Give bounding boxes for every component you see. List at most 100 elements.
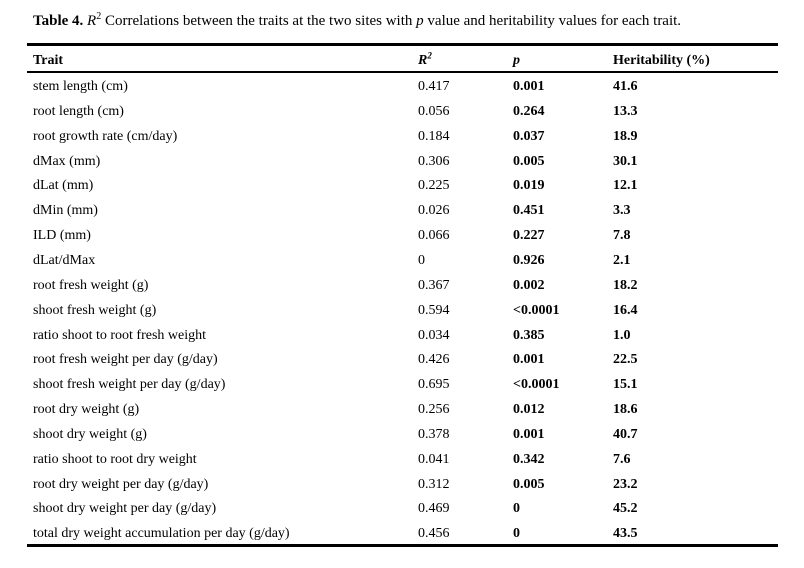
r-squared-cell: 0.367	[418, 277, 450, 293]
p-value-cell: 0.264	[513, 103, 545, 119]
trait-cell: root fresh weight per day (g/day)	[33, 352, 218, 368]
table-label: Table 4.	[33, 13, 84, 29]
heritability-cell: 45.2	[613, 501, 638, 517]
r-squared-cell: 0.469	[418, 501, 450, 517]
p-value-cell: 0.342	[513, 451, 545, 467]
trait-cell: root fresh weight (g)	[33, 277, 149, 293]
table-row: shoot fresh weight (g) 0.594 <0.0001 16.4	[27, 298, 778, 323]
caption-text-end: value and heritability values for each t…	[423, 13, 682, 29]
p-value-cell: 0.005	[513, 153, 545, 169]
trait-cell: shoot fresh weight per day (g/day)	[33, 377, 226, 393]
table-row: stem length (cm) 0.417 0.001 41.6	[27, 74, 778, 99]
p-value-cell: 0.012	[513, 402, 545, 418]
trait-cell: stem length (cm)	[33, 79, 128, 94]
heritability-cell: 1.0	[613, 327, 631, 343]
table-row: root length (cm) 0.056 0.264 13.3	[27, 99, 778, 124]
caption-text: Correlations between the traits at the t…	[101, 13, 417, 29]
header-r-squared: R2	[418, 48, 432, 73]
heritability-cell: 12.1	[613, 178, 638, 194]
heritability-cell: 40.7	[613, 426, 638, 442]
table-row: shoot dry weight per day (g/day) 0.469 0 45…	[27, 496, 778, 521]
p-value-cell: 0.451	[513, 203, 545, 219]
r-squared-cell: 0.312	[418, 476, 450, 492]
trait-cell: root length (cm)	[33, 103, 124, 119]
header-trait: Trait	[33, 53, 64, 68]
caption-r-superscript: 2	[96, 11, 102, 22]
trait-cell: ILD (mm)	[33, 228, 91, 244]
r-squared-cell: 0	[418, 252, 425, 268]
table-row: total dry weight accumulation per day (g…	[27, 521, 778, 546]
table-header-rule	[27, 71, 778, 73]
p-value-cell: 0.385	[513, 327, 545, 343]
r-squared-cell: 0.225	[418, 178, 450, 194]
trait-cell: dMax (mm)	[33, 153, 101, 169]
heritability-cell: 2.1	[613, 252, 631, 268]
table-top-rule	[27, 43, 778, 46]
caption-r-symbol: R	[87, 13, 97, 29]
heritability-cell: 13.3	[613, 103, 638, 119]
p-value-cell: 0.227	[513, 228, 545, 244]
r-squared-cell: 0.456	[418, 526, 450, 542]
trait-cell: dLat (mm)	[33, 178, 94, 194]
p-value-cell: <0.0001	[513, 377, 560, 393]
trait-cell: shoot dry weight per day (g/day)	[33, 501, 217, 517]
p-value-cell: 0.019	[513, 178, 545, 194]
r-squared-cell: 0.426	[418, 352, 450, 368]
r-squared-cell: 0.695	[418, 377, 450, 393]
trait-cell: total dry weight accumulation per day (g…	[33, 526, 290, 542]
p-value-cell: 0	[513, 501, 520, 517]
caption-p-symbol: p	[416, 13, 424, 29]
table-row: dMax (mm) 0.306 0.005 30.1	[27, 149, 778, 174]
header-p-value: p	[513, 53, 520, 68]
r-squared-cell: 0.034	[418, 327, 450, 343]
heritability-cell: 7.8	[613, 228, 631, 244]
heritability-cell: 18.6	[613, 402, 638, 418]
header-r-letter: R	[418, 53, 428, 68]
r-squared-cell: 0.594	[418, 302, 450, 318]
heritability-cell: 18.9	[613, 128, 638, 144]
heritability-cell: 22.5	[613, 352, 638, 368]
header-heritability: Heritability (%)	[613, 53, 710, 68]
trait-cell: root dry weight (g)	[33, 402, 140, 418]
r-squared-cell: 0.066	[418, 228, 450, 244]
r-squared-cell: 0.256	[418, 402, 450, 418]
heritability-cell: 18.2	[613, 277, 638, 293]
p-value-cell: 0	[513, 526, 520, 542]
r-squared-cell: 0.041	[418, 451, 450, 467]
heritability-cell: 15.1	[613, 377, 638, 393]
table-row: ratio shoot to root dry weight 0.041 0.342…	[27, 447, 778, 472]
table-row: root growth rate (cm/day) 0.184 0.037 18.9	[27, 124, 778, 149]
table-row: root dry weight per day (g/day) 0.312 0.00…	[27, 472, 778, 497]
table-row: root fresh weight per day (g/day) 0.426 0.…	[27, 347, 778, 372]
r-squared-cell: 0.026	[418, 203, 450, 219]
trait-cell: root growth rate (cm/day)	[33, 128, 178, 144]
heritability-cell: 23.2	[613, 476, 638, 492]
trait-cell: dLat/dMax	[33, 252, 96, 268]
trait-cell: root dry weight per day (g/day)	[33, 476, 209, 492]
heritability-cell: 43.5	[613, 526, 638, 542]
heritability-cell: 16.4	[613, 302, 638, 318]
heritability-cell: 30.1	[613, 153, 638, 169]
heritability-cell: 7.6	[613, 451, 631, 467]
p-value-cell: 0.005	[513, 476, 545, 492]
p-value-cell: 0.037	[513, 128, 545, 144]
table-row: shoot dry weight (g) 0.378 0.001 40.7	[27, 422, 778, 447]
table-row: shoot fresh weight per day (g/day) 0.695 <…	[27, 372, 778, 397]
header-r-superscript: 2	[427, 50, 432, 61]
trait-cell: shoot dry weight (g)	[33, 426, 147, 442]
table-caption: Table 4. R2 Correlations between the tra…	[33, 11, 682, 30]
table-row: ILD (mm) 0.066 0.227 7.8	[27, 223, 778, 248]
trait-cell: ratio shoot to root dry weight	[33, 451, 197, 467]
table-row: root fresh weight (g) 0.367 0.002 18.2	[27, 273, 778, 298]
heritability-cell: 41.6	[613, 79, 638, 94]
table-row: root dry weight (g) 0.256 0.012 18.6	[27, 397, 778, 422]
r-squared-cell: 0.378	[418, 426, 450, 442]
table-bottom-rule	[27, 544, 778, 547]
p-value-cell: 0.001	[513, 352, 545, 368]
table-header-row: Trait R2 p Heritability (%)	[27, 48, 778, 73]
trait-cell: ratio shoot to root fresh weight	[33, 327, 207, 343]
p-value-cell: 0.001	[513, 426, 545, 442]
table-row: dLat/dMax 0 0.926 2.1	[27, 248, 778, 273]
p-value-cell: 0.001	[513, 79, 545, 94]
table-row: dLat (mm) 0.225 0.019 12.1	[27, 173, 778, 198]
